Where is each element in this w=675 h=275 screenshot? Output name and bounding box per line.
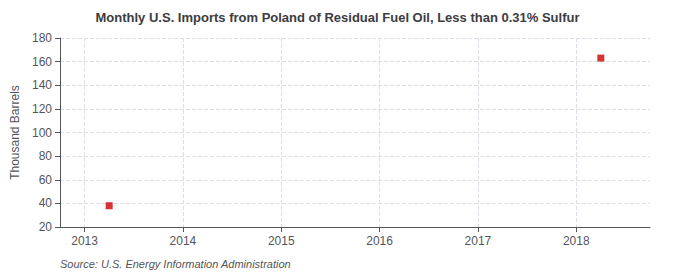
svg-text:2016: 2016 <box>366 234 393 248</box>
svg-text:Monthly U.S. Imports from Pola: Monthly U.S. Imports from Poland of Resi… <box>96 10 580 25</box>
svg-text:2013: 2013 <box>71 234 98 248</box>
svg-text:Thousand Barrels: Thousand Barrels <box>8 85 22 180</box>
svg-text:160: 160 <box>32 55 52 69</box>
svg-text:60: 60 <box>39 173 53 187</box>
svg-text:2015: 2015 <box>268 234 295 248</box>
svg-text:2018: 2018 <box>563 234 590 248</box>
svg-text:120: 120 <box>32 102 52 116</box>
svg-text:100: 100 <box>32 126 52 140</box>
svg-text:2017: 2017 <box>465 234 492 248</box>
svg-text:140: 140 <box>32 78 52 92</box>
svg-text:2014: 2014 <box>170 234 197 248</box>
svg-text:40: 40 <box>39 196 53 210</box>
svg-text:20: 20 <box>39 220 53 234</box>
svg-text:180: 180 <box>32 31 52 45</box>
svg-text:Source: U.S. Energy Informatio: Source: U.S. Energy Information Administ… <box>60 258 291 270</box>
svg-text:80: 80 <box>39 149 53 163</box>
